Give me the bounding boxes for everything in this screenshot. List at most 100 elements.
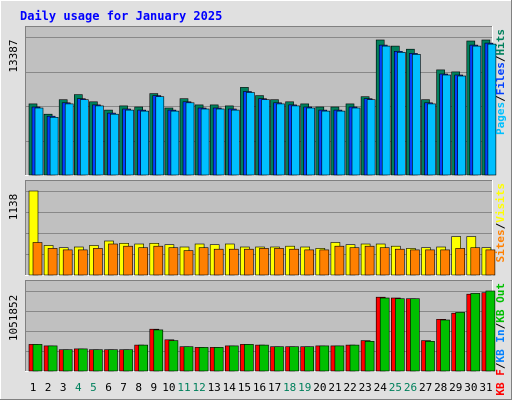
legend-item: KB In: [494, 329, 507, 362]
bar-sites-day-16: [259, 248, 269, 276]
x-tick-label: 24: [374, 381, 388, 394]
x-tick-label: 7: [120, 381, 127, 394]
legend-kbytes: KB F/KB In/KB Out: [494, 283, 507, 396]
bar-pages-day-12: [200, 108, 210, 176]
bar-sites-day-3: [62, 249, 73, 276]
x-tick-label: 11: [177, 381, 190, 394]
bar-sites-day-24: [379, 247, 390, 276]
bar-kb-out-day-10: [168, 340, 179, 372]
bar-pages-day-9: [155, 96, 165, 176]
bar-pages-day-17: [276, 103, 285, 176]
x-tick-label: 9: [150, 381, 157, 394]
bar-pages-day-13: [215, 108, 225, 176]
bar-sites-day-11: [183, 250, 194, 276]
bar-kb-out-day-30: [470, 293, 481, 372]
bar-sites-day-31: [485, 249, 496, 276]
bar-sites-day-22: [349, 247, 360, 276]
x-tick-label: 4: [75, 381, 82, 394]
bar-kb-out-day-24: [379, 297, 390, 372]
legend-item: KB Out: [494, 283, 507, 323]
chart-title: Daily usage for January 2025: [20, 9, 222, 23]
bar-kb-out-day-6: [108, 349, 118, 372]
bar-kb-out-day-31: [485, 290, 496, 372]
bar-pages-day-5: [95, 105, 104, 176]
bar-kb-out-day-17: [274, 346, 284, 372]
bar-pages-day-18: [291, 105, 300, 176]
bar-pages-day-26: [412, 54, 421, 176]
y-max-label: 13387: [7, 39, 20, 72]
bar-kb-out-day-22: [349, 344, 360, 372]
bar-pages-day-15: [246, 92, 255, 176]
bar-pages-day-7: [125, 109, 134, 176]
bar-pages-day-29: [457, 75, 467, 176]
panel-visits-sites: 1138 Sites/Visits: [7, 180, 507, 276]
panel-hits-files-pages: 13387 Pages/Files/Hits: [7, 26, 507, 176]
bar-pages-day-22: [351, 107, 361, 176]
x-tick-label: 13: [208, 381, 221, 394]
bar-sites-day-15: [244, 248, 254, 276]
x-tick-label: 17: [268, 381, 281, 394]
bar-sites-day-23: [364, 245, 375, 276]
bar-pages-day-3: [64, 103, 74, 176]
bar-kb-out-day-28: [440, 319, 450, 372]
legend-item: /: [494, 222, 507, 229]
bar-sites-day-28: [440, 249, 450, 276]
bar-kb-out-day-19: [304, 346, 315, 372]
bar-sites-day-14: [229, 248, 239, 276]
bar-sites-day-5: [93, 248, 103, 276]
x-tick-label: 5: [90, 381, 97, 394]
chart-panels: 13387Pages/Files/Hits1138Sites/Visits105…: [7, 26, 507, 396]
x-tick-label: 16: [253, 381, 266, 394]
x-tick-label: 28: [434, 381, 447, 394]
bar-sites-day-17: [274, 248, 284, 276]
bar-pages-day-27: [427, 103, 436, 176]
legend-item: Hits: [494, 29, 507, 56]
legend-item: /: [494, 362, 507, 369]
bar-pages-day-19: [306, 107, 316, 176]
bar-sites-day-10: [168, 247, 179, 276]
x-tick-label: 30: [464, 381, 477, 394]
bar-kb-out-day-20: [319, 345, 330, 372]
y-max-label: 1138: [7, 194, 20, 221]
bar-pages-day-16: [261, 99, 270, 176]
legend-item: /: [494, 55, 507, 62]
legend-item: KB F: [494, 369, 507, 396]
bar-sites-day-7: [123, 245, 133, 276]
legend-hits-files-pages: Pages/Files/Hits: [494, 29, 507, 135]
legend-item: Visits: [494, 183, 507, 223]
x-tick-label: 22: [343, 381, 356, 394]
x-tick-label: 6: [105, 381, 112, 394]
x-tick-label: 25: [389, 381, 402, 394]
bar-sites-day-20: [319, 249, 330, 276]
bar-kb-out-day-18: [289, 346, 299, 372]
bar-sites-day-4: [78, 249, 88, 276]
bar-kb-out-day-4: [78, 348, 88, 372]
bar-pages-day-8: [140, 110, 149, 176]
bar-kb-out-day-21: [334, 345, 345, 372]
x-tick-label: 3: [60, 381, 67, 394]
bar-pages-day-14: [231, 109, 240, 176]
bar-pages-day-20: [321, 110, 331, 176]
bar-sites-day-21: [334, 245, 345, 276]
x-tick-label: 26: [404, 381, 417, 394]
x-tick-label: 10: [162, 381, 175, 394]
x-tick-label: 21: [328, 381, 341, 394]
bar-kb-out-day-27: [425, 340, 435, 372]
bar-sites-day-30: [470, 247, 481, 276]
x-tick-label: 18: [283, 381, 296, 394]
bar-pages-day-21: [336, 110, 346, 176]
bar-kb-out-day-2: [47, 345, 58, 372]
bar-sites-day-26: [410, 249, 420, 276]
bar-kb-out-day-29: [455, 312, 466, 372]
bar-sites-day-9: [153, 245, 164, 276]
bar-kb-out-day-23: [364, 340, 375, 372]
bar-pages-day-25: [396, 51, 406, 176]
bar-sites-day-12: [198, 247, 209, 276]
x-tick-label: 20: [313, 381, 326, 394]
bar-kb-out-day-25: [394, 298, 405, 372]
legend-item: Sites: [494, 229, 507, 262]
bar-kb-out-day-7: [123, 349, 133, 372]
